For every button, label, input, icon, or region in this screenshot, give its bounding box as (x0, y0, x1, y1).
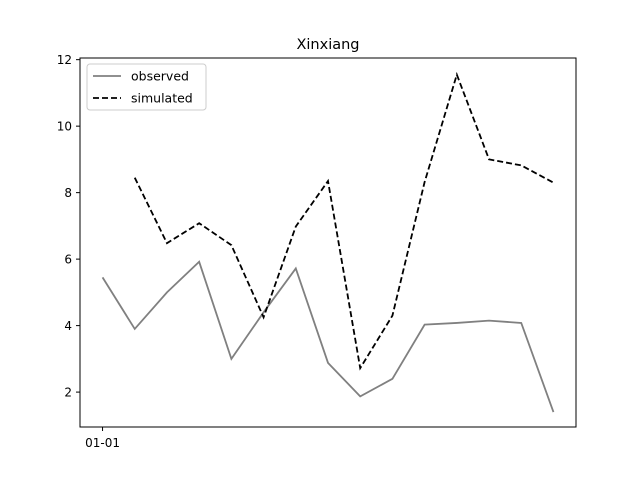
y-tick-label: 10 (57, 120, 72, 134)
y-tick-label: 4 (64, 319, 72, 333)
plot-area-frame (79, 57, 577, 428)
chart-title: Xinxiang (296, 37, 359, 53)
series-lines (101, 71, 555, 413)
y-tick-label: 8 (64, 186, 72, 200)
series-line-simulated (133, 71, 554, 371)
y-tick-label: 12 (57, 53, 72, 67)
x-tick-label: 01-01 (85, 436, 120, 450)
x-axis-ticks: 01-01 (85, 427, 120, 450)
legend-label-simulated: simulated (131, 91, 193, 106)
legend-label-observed: observed (131, 69, 189, 84)
series-line-observed (101, 260, 555, 413)
y-tick-label: 6 (64, 253, 72, 267)
legend: observed simulated (86, 63, 207, 111)
y-tick-label: 2 (64, 386, 72, 400)
y-axis-ticks: 2 4 6 8 10 12 (57, 53, 80, 400)
